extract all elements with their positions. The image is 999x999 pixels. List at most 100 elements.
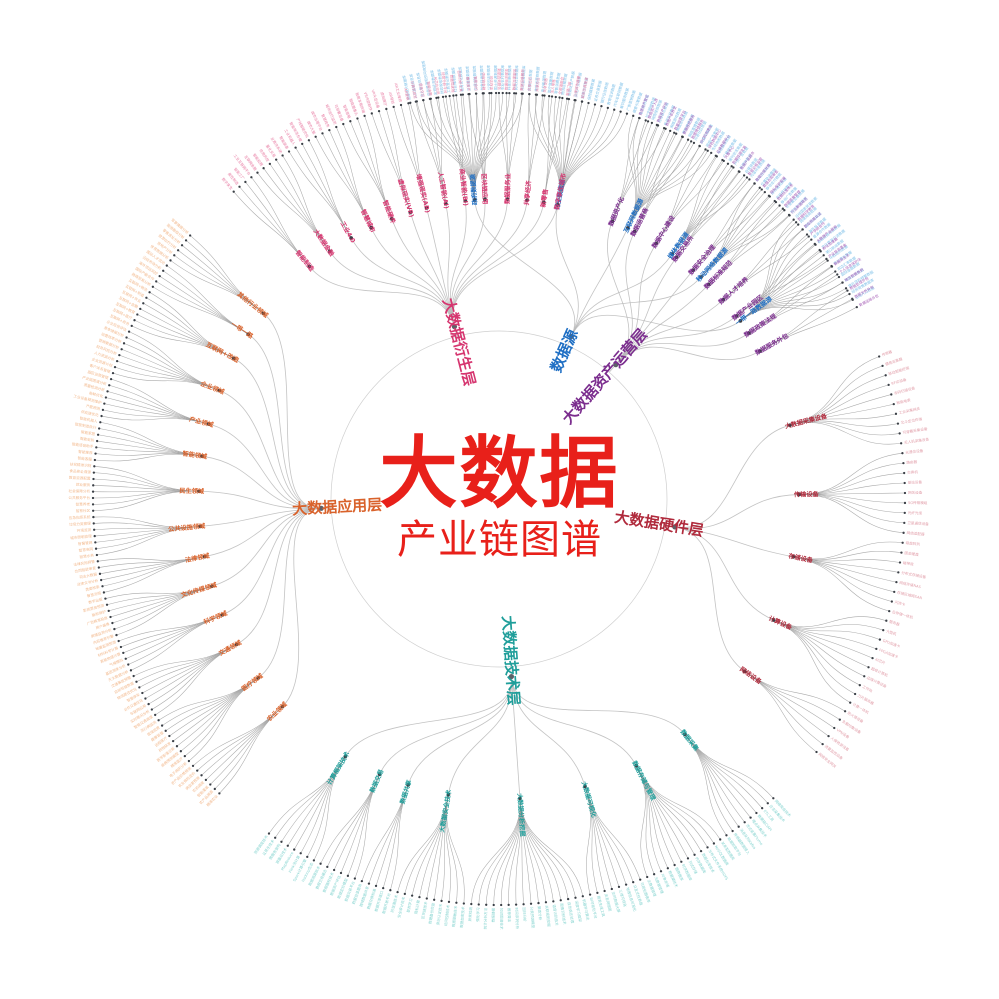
leaf-node-hardware-2-2[interactable] [898, 561, 902, 564]
leaf-node-technology-1-11[interactable] [646, 875, 649, 879]
leaf-node-technology-1-5[interactable] [686, 857, 690, 860]
leaf-label-hardware-3-1[interactable]: 大型机 [885, 628, 897, 636]
leaf-label-data-source-1-3[interactable]: 医疗健康数据 [547, 71, 555, 93]
leaf-label-application-3-2[interactable]: 气候模拟 [109, 657, 125, 667]
leaf-node-derivative-4-1[interactable] [349, 120, 352, 123]
leaf-node-derivative-9-1[interactable] [474, 92, 478, 95]
leaf-node-technology-3-6[interactable] [537, 901, 540, 905]
leaf-label-hardware-3-5[interactable]: 超级计算机 [870, 666, 889, 678]
leaf-label-derivative-12-2[interactable]: 智慧门店 [565, 81, 572, 96]
leaf-node-application-11-6[interactable] [148, 291, 151, 294]
leaf-node-derivative-1-0[interactable] [256, 171, 259, 174]
branch-node-asset-ops[interactable] [613, 362, 619, 368]
leaf-node-application-9-2[interactable] [103, 402, 106, 405]
leaf-node-hardware-1-6[interactable] [903, 511, 906, 515]
leaf-label-technology-4-6[interactable]: 隐私计算 [413, 899, 421, 914]
leaf-node-application-7-1[interactable] [91, 503, 95, 506]
leaf-node-derivative-0-1[interactable] [238, 185, 241, 188]
leaf-node-technology-3-0[interactable] [581, 895, 584, 898]
leaf-label-technology-4-2[interactable]: 访问控制技术 [443, 904, 451, 926]
sub-label-technology-1[interactable]: 数据存储与管理 [630, 760, 657, 803]
leaf-label-hardware-0-1[interactable]: 摄像采集器 [884, 356, 903, 367]
leaf-label-application-4-6[interactable]: 数字出版 [88, 596, 104, 604]
leaf-label-application-6-4[interactable]: 环境监测 [77, 527, 92, 533]
leaf-label-derivative-11-1[interactable]: 共享办公 [534, 77, 540, 92]
sub-node-asset-ops-4[interactable] [691, 268, 696, 273]
leaf-node-application-4-4[interactable] [107, 609, 110, 613]
leaf-label-data-source-0-1[interactable]: 人口基础信息库 [408, 73, 418, 99]
leaf-node-application-1-1[interactable] [183, 755, 186, 758]
leaf-label-technology-1-5[interactable]: 列式存储 [688, 860, 699, 875]
sub-node-asset-ops-6[interactable] [721, 297, 726, 302]
leaf-node-application-3-1[interactable] [127, 663, 130, 666]
leaf-label-application-9-5[interactable]: 产业链图谱分析 [82, 374, 108, 386]
leaf-label-application-8-1[interactable]: 智能推荐 [78, 449, 93, 456]
leaf-node-derivative-2-1[interactable] [294, 146, 297, 149]
leaf-label-application-4-1[interactable]: 舆情监测分析 [90, 627, 112, 639]
leaf-label-hardware-2-0[interactable]: 磁盘阵列 [905, 540, 920, 547]
sub-label-asset-ops-0[interactable]: 数据资产化 [607, 195, 626, 227]
leaf-node-application-3-0[interactable] [129, 669, 133, 672]
leaf-node-application-10-5[interactable] [122, 342, 126, 345]
leaf-node-technology-1-6[interactable] [680, 860, 683, 863]
sub-node-derivative-8[interactable] [463, 199, 468, 203]
leaf-node-application-10-1[interactable] [113, 365, 117, 369]
leaf-label-technology-3-6[interactable]: 聚类分析 [537, 906, 543, 921]
leaf-label-derivative-12-0[interactable]: 无人零售 [549, 78, 556, 93]
leaf-node-technology-4-0[interactable] [462, 902, 465, 905]
leaf-node-technology-1-0[interactable] [719, 838, 722, 841]
leaf-node-data-source-2-0[interactable] [632, 114, 635, 117]
leaf-node-asset-ops-7-2[interactable] [825, 257, 828, 261]
sub-label-derivative-9[interactable]: 区块链应用 [480, 173, 489, 204]
leaf-node-data-source-4-2[interactable] [763, 190, 766, 194]
sub-label-application-0[interactable]: 农业领域 [265, 700, 290, 724]
leaf-node-derivative-11-1[interactable] [535, 93, 539, 96]
leaf-node-derivative-7-3[interactable] [437, 96, 440, 99]
leaf-node-technology-2-7[interactable] [588, 893, 592, 896]
leaf-node-hardware-2-7[interactable] [888, 610, 891, 613]
leaf-node-hardware-4-2[interactable] [833, 726, 836, 730]
leaf-node-application-8-3[interactable] [96, 439, 99, 443]
sub-label-asset-ops-2[interactable]: 数据中心建设 [650, 213, 677, 250]
leaf-node-hardware-3-3[interactable] [875, 647, 878, 651]
leaf-label-technology-2-1[interactable]: 交互式仪表盘 [632, 884, 644, 906]
leaf-node-technology-0-5[interactable] [743, 821, 746, 824]
leaf-node-technology-3-10[interactable] [507, 903, 510, 907]
sub-node-application-3[interactable] [220, 612, 225, 617]
leaf-node-application-0-4[interactable] [200, 774, 203, 777]
leaf-node-data-source-1-6[interactable] [567, 97, 571, 101]
leaf-node-application-1-4[interactable] [171, 739, 175, 743]
leaf-label-application-7-5[interactable]: 教育资源配置 [69, 475, 91, 481]
leaf-node-hardware-1-8[interactable] [902, 531, 905, 534]
leaf-label-derivative-5-1[interactable]: VR头显设备 [371, 89, 382, 109]
leaf-node-technology-7-4[interactable] [286, 844, 289, 847]
sub-node-asset-ops-0[interactable] [610, 219, 615, 224]
leaf-label-technology-3-7[interactable]: 分类预测模型 [529, 906, 536, 928]
leaf-node-data-source-5-3[interactable] [805, 233, 809, 236]
leaf-label-technology-4-7[interactable]: 联邦学习 [405, 897, 413, 913]
leaf-node-technology-4-4[interactable] [433, 898, 436, 901]
leaf-label-technology-2-4[interactable]: 实时数据大屏 [611, 891, 622, 913]
leaf-node-application-12-4[interactable] [165, 264, 168, 267]
leaf-label-technology-4-8[interactable]: 安全审计技术 [396, 896, 406, 919]
leaf-label-derivative-13-0[interactable]: 三维城市建模 [572, 75, 581, 98]
leaf-node-data-source-4-1[interactable] [758, 186, 761, 189]
leaf-label-technology-3-2[interactable]: 自然语言处理 [567, 902, 576, 924]
sub-label-application-13[interactable]: 其他行业领域 [236, 290, 271, 320]
leaf-node-asset-ops-5-1[interactable] [781, 207, 784, 210]
leaf-node-derivative-11-0[interactable] [528, 92, 531, 96]
sub-label-hardware-0[interactable]: 大数据采集设备 [784, 412, 829, 431]
leaf-node-data-source-0-13[interactable] [494, 91, 498, 95]
leaf-node-data-source-5-1[interactable] [797, 223, 800, 226]
leaf-node-technology-4-5[interactable] [425, 897, 428, 900]
leaf-node-derivative-3-2[interactable] [328, 128, 331, 132]
leaf-node-data-source-0-14[interactable] [501, 91, 504, 95]
leaf-node-data-source-2-10[interactable] [692, 141, 696, 145]
leaf-node-asset-ops-6-0[interactable] [794, 221, 798, 224]
leaf-node-derivative-1-4[interactable] [281, 154, 284, 157]
leaf-label-data-source-1-11[interactable]: 银行征信数据 [599, 81, 609, 104]
leaf-node-derivative-2-0[interactable] [287, 150, 291, 153]
leaf-node-hardware-2-3[interactable] [897, 571, 900, 574]
leaf-label-data-source-1-7[interactable]: 房地产交易数据 [573, 72, 583, 98]
leaf-label-data-source-2-0[interactable]: 搜索引擎数据 [631, 91, 643, 113]
